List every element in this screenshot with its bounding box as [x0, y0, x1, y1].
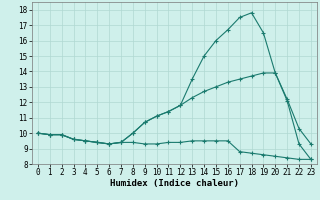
X-axis label: Humidex (Indice chaleur): Humidex (Indice chaleur)	[110, 179, 239, 188]
